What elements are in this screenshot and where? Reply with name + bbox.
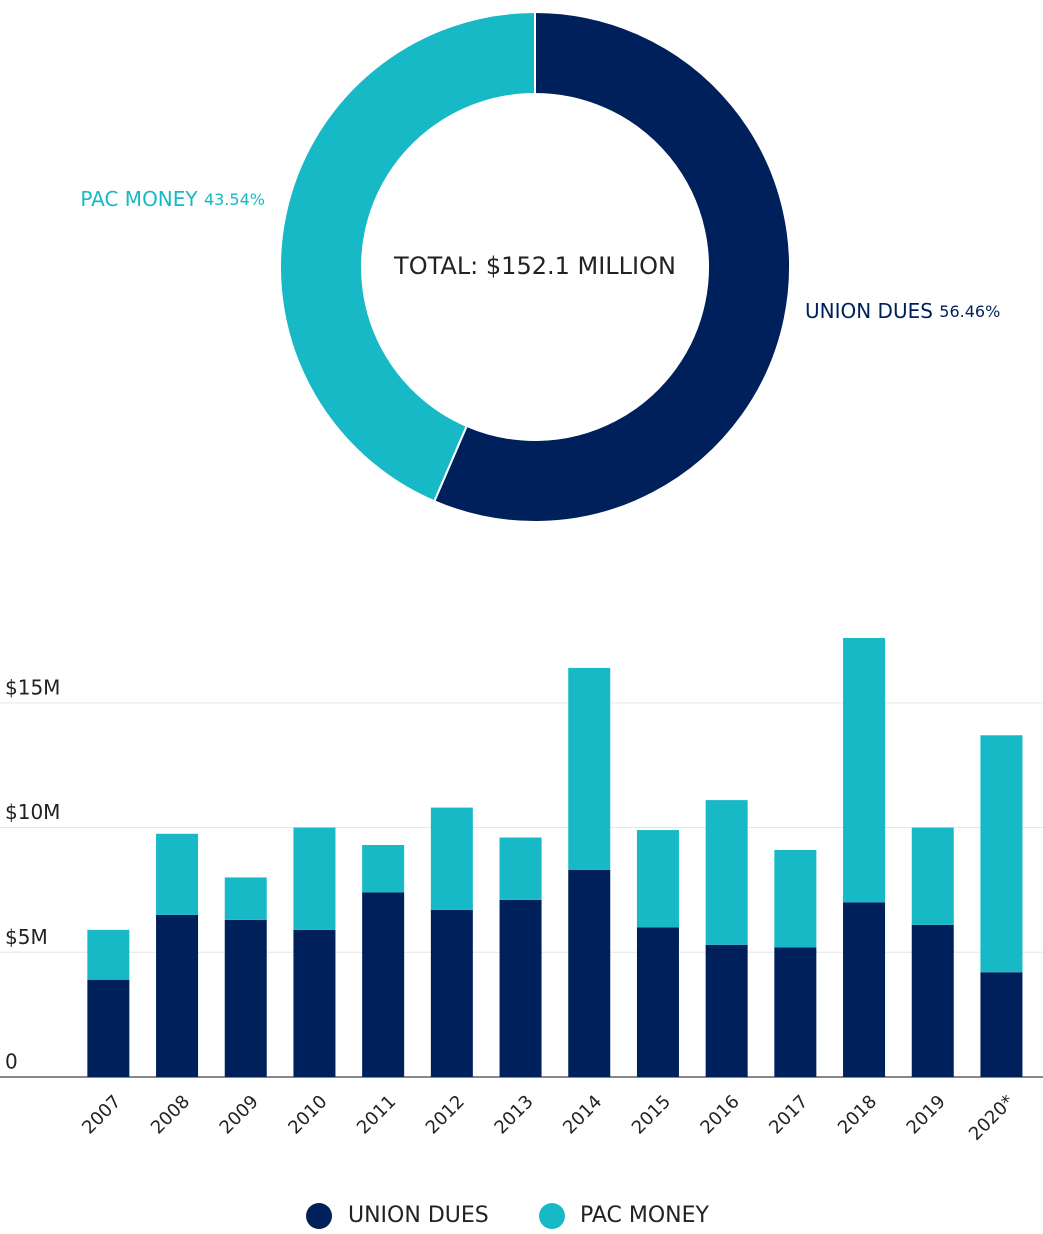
bar-segment — [87, 929, 130, 980]
x-tick-label: 2019 — [903, 1091, 950, 1138]
x-tick-label: 2017 — [765, 1091, 812, 1138]
segment-label: PAC MONEY 43.54% — [80, 187, 265, 211]
y-tick-label: $10M — [5, 800, 60, 824]
bar-segment — [362, 892, 405, 1077]
bar-segment — [636, 830, 679, 928]
x-tick-label: 2008 — [147, 1091, 194, 1138]
bar-segment — [843, 902, 886, 1077]
bar-segment — [293, 929, 336, 1077]
segment-value: 56.46% — [939, 302, 1000, 321]
bar-segment — [705, 800, 748, 945]
y-tick-label: 0 — [5, 1050, 18, 1074]
bar-segment — [224, 877, 267, 920]
bar-segment — [980, 972, 1023, 1077]
donut-center-label: TOTAL: $152.1 MILLION — [393, 252, 676, 280]
bar-segment — [87, 979, 130, 1077]
bar-segment — [293, 827, 336, 930]
bar-segment — [911, 827, 954, 925]
y-tick-label: $5M — [5, 925, 48, 949]
x-tick-label: 2009 — [216, 1091, 263, 1138]
bar-segment — [774, 947, 817, 1077]
bar-segment — [156, 833, 199, 915]
bar-segment — [224, 919, 267, 1077]
x-tick-label: 2010 — [284, 1091, 331, 1138]
segment-label: UNION DUES 56.46% — [805, 299, 1000, 323]
x-tick-label: 2012 — [422, 1091, 469, 1138]
x-tick-label: 2018 — [834, 1091, 881, 1138]
donut-segment — [279, 10, 536, 503]
bar-segment — [362, 845, 405, 893]
x-tick-label: 2007 — [78, 1091, 125, 1138]
legend-marker — [306, 1203, 332, 1229]
bar-segment — [843, 637, 886, 903]
legend-label: PAC MONEY — [580, 1203, 710, 1228]
x-tick-label: 2014 — [559, 1091, 606, 1138]
bar-segment — [636, 927, 679, 1077]
bar-segment — [911, 924, 954, 1077]
bar-segment — [499, 837, 542, 900]
segment-name: PAC MONEY — [80, 187, 198, 211]
y-tick-label: $15M — [5, 675, 60, 699]
x-tick-label: 2011 — [353, 1091, 400, 1138]
segment-name: UNION DUES — [805, 299, 933, 323]
x-tick-label: 2016 — [696, 1091, 743, 1138]
legend-label: UNION DUES — [348, 1203, 489, 1228]
legend-marker — [539, 1203, 565, 1229]
bar-segment — [499, 899, 542, 1077]
segment-value: 43.54% — [204, 190, 265, 209]
x-tick-label: 2013 — [490, 1091, 537, 1138]
donut-segment — [433, 10, 791, 523]
bar-segment — [980, 735, 1023, 973]
x-tick-label: 2020* — [965, 1091, 1019, 1145]
bar-segment — [156, 914, 199, 1077]
bar-segment — [430, 909, 473, 1077]
x-tick-label: 2015 — [628, 1091, 675, 1138]
bar-segment — [568, 667, 611, 870]
bar-segment — [774, 850, 817, 948]
bar-segment — [568, 869, 611, 1077]
bar-segment — [430, 807, 473, 910]
bar-segment — [705, 944, 748, 1077]
